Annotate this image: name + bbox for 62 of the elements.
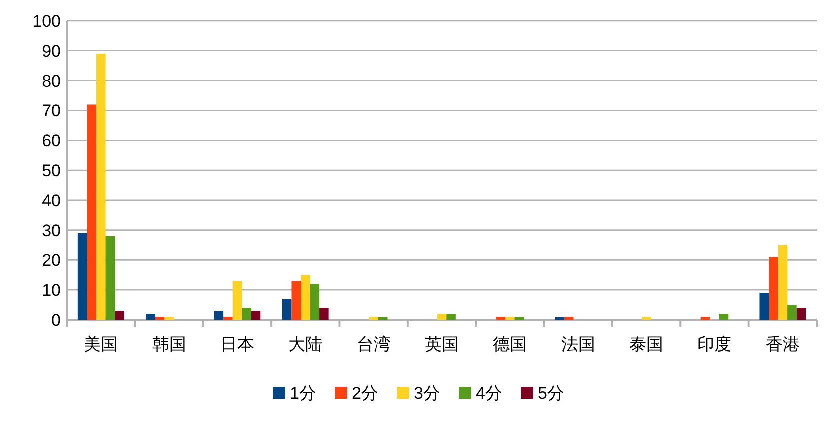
x-tick-label: 香港 <box>766 335 800 354</box>
bar <box>78 233 88 320</box>
bar <box>369 317 378 320</box>
bar <box>769 257 778 320</box>
y-tick-label: 20 <box>42 251 61 270</box>
bar <box>778 245 788 320</box>
x-tick-label: 英国 <box>425 335 459 354</box>
x-tick-label: 台湾 <box>356 335 391 354</box>
bar <box>146 314 156 320</box>
bar <box>282 299 292 320</box>
bar <box>96 54 106 320</box>
legend-label: 3分 <box>414 384 440 403</box>
y-tick-label: 50 <box>42 162 61 180</box>
x-tick-label: 美国 <box>84 335 118 354</box>
x-tick-label: 日本 <box>220 335 254 354</box>
bar <box>301 275 310 320</box>
bar <box>251 311 261 320</box>
bar <box>310 284 320 320</box>
legend-label: 1分 <box>290 384 316 403</box>
y-tick-label: 90 <box>42 42 61 61</box>
bar <box>700 317 710 320</box>
bar <box>719 314 729 320</box>
bar <box>437 314 447 320</box>
x-tick-label: 泰国 <box>630 335 664 354</box>
bar <box>642 317 652 320</box>
bar <box>155 317 165 320</box>
bar <box>232 281 242 320</box>
legend-label: 5分 <box>538 384 564 403</box>
y-tick-label: 80 <box>42 72 61 91</box>
y-tick-label: 100 <box>32 12 61 31</box>
bar <box>242 308 252 320</box>
bar <box>87 104 96 320</box>
x-tick-label: 德国 <box>493 335 528 354</box>
bar <box>788 305 797 320</box>
bar <box>115 311 124 320</box>
bar <box>564 317 574 320</box>
x-tick-label: 韩国 <box>152 335 186 354</box>
y-tick-label: 0 <box>52 311 61 330</box>
bar <box>224 317 233 320</box>
bar <box>164 317 174 320</box>
legend-label: 4分 <box>476 384 502 403</box>
x-tick-label: 法国 <box>561 335 596 354</box>
y-tick-label: 60 <box>42 132 61 151</box>
y-tick-label: 30 <box>42 221 61 240</box>
bar <box>514 317 524 320</box>
bar <box>496 317 506 320</box>
bar <box>555 317 564 320</box>
y-tick-label: 70 <box>42 102 61 121</box>
bar <box>292 281 301 320</box>
bar <box>506 317 515 320</box>
bar <box>320 308 329 320</box>
x-tick-label: 大陆 <box>288 335 323 354</box>
bar <box>214 311 224 320</box>
legend-label: 2分 <box>352 384 378 403</box>
bar <box>796 308 806 320</box>
y-tick-label: 40 <box>42 191 61 210</box>
bar <box>760 293 769 320</box>
y-tick-label: 10 <box>42 281 61 300</box>
bar <box>446 314 456 320</box>
bar <box>378 317 388 320</box>
bar <box>106 236 115 320</box>
x-tick-label: 印度 <box>698 335 732 354</box>
